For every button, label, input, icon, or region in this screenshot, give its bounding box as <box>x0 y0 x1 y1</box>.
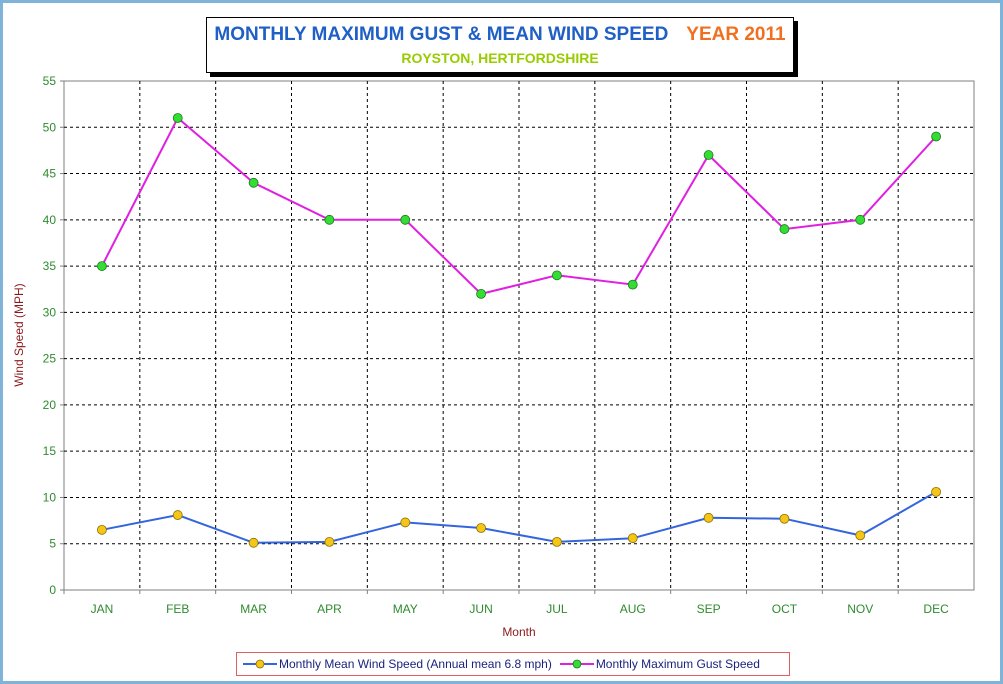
data-point-0-aug <box>627 533 638 544</box>
legend-item-mean: Monthly Mean Wind Speed (Annual mean 6.8… <box>243 657 552 671</box>
x-tick-label: NOV <box>847 602 873 616</box>
x-tick-label: SEP <box>697 602 721 616</box>
data-point-1-oct <box>779 224 790 234</box>
data-point-1-nov <box>855 214 866 225</box>
y-tick-label: 0 <box>49 583 56 597</box>
x-axis-ticks: JAN FEB MAR APR MAY JUN JUL AUG SEP OCT NOV DEC <box>63 590 949 616</box>
x-tick-label: AUG <box>620 602 646 616</box>
legend-label-gust: Monthly Maximum Gust Speed <box>595 657 760 671</box>
x-tick-label: OCT <box>772 602 798 616</box>
y-axis-label: Wind Speed (MPH) <box>12 283 26 386</box>
data-point-0-nov <box>855 530 866 541</box>
chart-title: MONTHLY MAXIMUM GUST & MEAN WIND SPEED <box>214 24 669 45</box>
data-point-1-apr <box>324 214 335 225</box>
y-tick-label: 35 <box>43 259 57 273</box>
title-line: MONTHLY MAXIMUM GUST & MEAN WIND SPEED YE… <box>207 24 793 46</box>
y-tick-label: 30 <box>43 305 57 319</box>
data-point-0-sep <box>703 512 714 523</box>
data-point-1-jun <box>476 288 486 299</box>
y-tick-label: 5 <box>49 537 56 551</box>
legend-label-mean: Monthly Mean Wind Speed (Annual mean 6.8… <box>279 657 552 671</box>
x-tick-label: MAY <box>393 602 418 616</box>
data-point-1-jul <box>552 270 562 281</box>
data-point-1-may <box>400 214 411 225</box>
series-layer <box>97 113 941 548</box>
data-point-1-dec <box>931 131 941 142</box>
y-tick-label: 25 <box>43 352 57 366</box>
data-point-0-jun <box>476 523 486 533</box>
chart-title-box: MONTHLY MAXIMUM GUST & MEAN WIND SPEED YE… <box>206 17 794 73</box>
data-point-0-apr <box>324 536 335 547</box>
data-point-1-aug <box>627 279 638 290</box>
data-point-1-jan <box>97 261 107 271</box>
data-point-1-sep <box>703 150 714 160</box>
x-axis-label: Month <box>502 625 535 639</box>
data-point-0-mar <box>248 537 259 548</box>
data-point-0-may <box>400 517 411 528</box>
y-tick-label: 40 <box>43 213 57 227</box>
x-tick-label: MAR <box>240 602 267 616</box>
x-tick-label: FEB <box>166 602 189 616</box>
legend: Monthly Mean Wind Speed (Annual mean 6.8… <box>236 652 790 676</box>
y-axis-ticks: 0 5 10 15 20 25 30 35 40 45 50 55 <box>43 74 64 597</box>
chart-subtitle: ROYSTON, HERTFORDSHIRE <box>401 50 599 66</box>
series-line-1 <box>101 116 937 296</box>
y-tick-label: 45 <box>43 167 57 181</box>
x-tick-label: JUL <box>546 602 568 616</box>
x-tick-label: APR <box>317 602 342 616</box>
data-point-0-oct <box>779 513 790 524</box>
x-tick-label: JUN <box>469 602 492 616</box>
data-point-0-dec <box>931 487 941 497</box>
grid <box>64 81 974 590</box>
y-tick-label: 50 <box>43 120 57 134</box>
legend-item-gust: Monthly Maximum Gust Speed <box>559 657 760 671</box>
chart-title-year: YEAR 2011 <box>686 24 786 45</box>
data-point-1-feb <box>172 113 183 123</box>
x-tick-label: DEC <box>923 602 949 616</box>
series-line-0 <box>101 491 937 544</box>
legend-swatch-mean <box>243 659 277 669</box>
data-point-0-feb <box>172 510 183 520</box>
legend-swatch-gust <box>559 659 594 669</box>
data-point-1-mar <box>248 177 259 188</box>
y-tick-label: 20 <box>43 398 57 412</box>
x-tick-label: JAN <box>91 602 114 616</box>
data-point-0-jul <box>552 536 562 547</box>
y-tick-label: 55 <box>43 74 57 88</box>
data-point-0-jan <box>97 524 107 535</box>
y-tick-label: 15 <box>43 444 57 458</box>
y-tick-label: 10 <box>43 490 57 504</box>
